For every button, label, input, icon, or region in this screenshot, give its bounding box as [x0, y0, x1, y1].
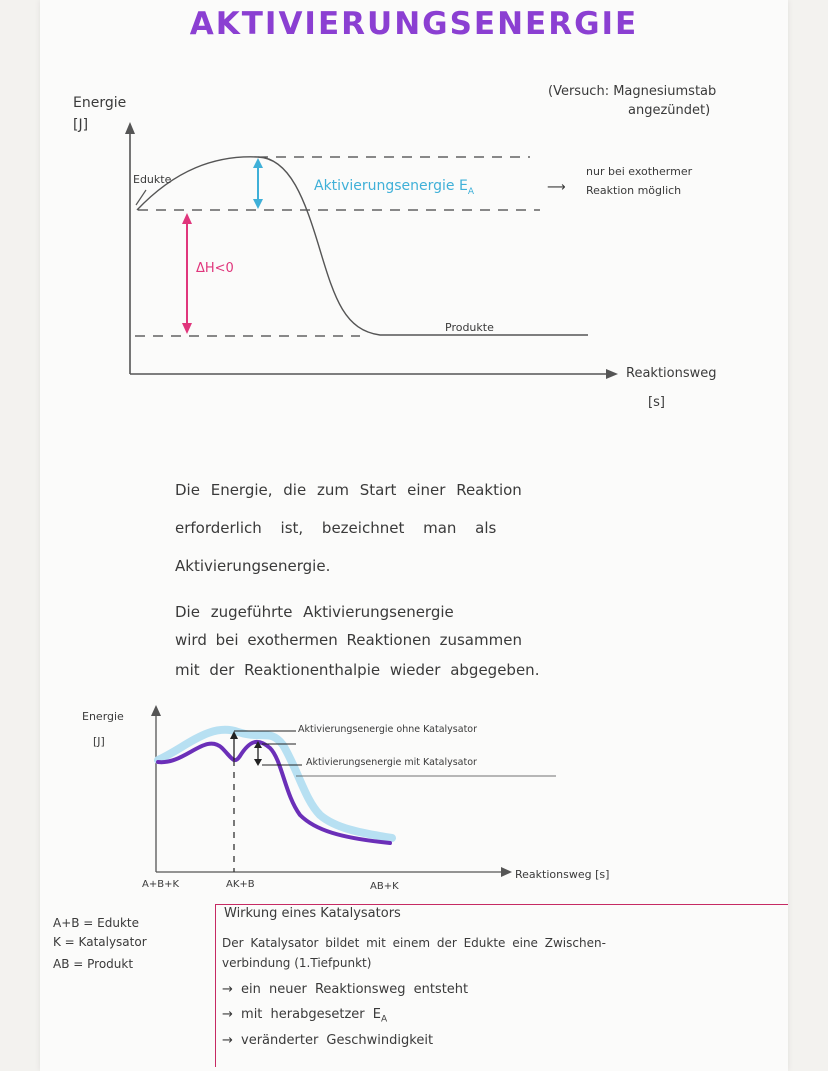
definition-line1: Die Energie, die zum Start einer Reaktio…: [175, 481, 522, 499]
y-axis-2-unit: [J]: [93, 735, 105, 748]
catalyst-info-box: [215, 904, 788, 1067]
y-axis-unit: [J]: [73, 117, 89, 133]
delta-h-arrow-head-up: [182, 213, 192, 224]
y-axis-2-arrow: [151, 705, 161, 716]
activation-energy-label: Aktivierungsenergie EA: [314, 178, 475, 197]
catalyst-bullet3: → veränderter Geschwindigkeit: [222, 1033, 434, 1048]
x-axis-2-arrow: [501, 867, 512, 877]
x-axis-2-label: Reaktionsweg [s]: [515, 868, 610, 881]
catalyst-line2: verbindung (1.Tiefpunkt): [222, 956, 372, 970]
delta-h-label: ΔH<0: [196, 261, 234, 276]
definition-line2: erforderlich ist, bezeichnet man als: [175, 519, 497, 537]
arrow-without-catalyst-head: [230, 731, 238, 739]
edukte-label: Edukte: [133, 173, 172, 186]
catalyst-bullet2: → mit herabgesetzer EA: [222, 1007, 388, 1025]
x-stage-produkt: AB+K: [370, 881, 399, 892]
x-axis-arrow: [606, 369, 618, 379]
arrow-with-catalyst-head-down: [254, 759, 262, 766]
curve-without-catalyst: [154, 725, 396, 842]
experiment-note-line1: (Versuch: Magnesiumstab: [548, 84, 717, 99]
x-stage-intermediate: AK+B: [226, 879, 255, 890]
y-axis-label: Energie: [73, 95, 127, 111]
energy-curve: [136, 156, 588, 336]
side-note-line1: nur bei exothermer: [586, 165, 693, 178]
y-axis-arrow: [125, 122, 135, 134]
legend-produkt: AB = Produkt: [53, 957, 134, 971]
page-title: AKTIVIERUNGSENERGIE: [189, 6, 639, 42]
side-note-line2: Reaktion möglich: [586, 184, 682, 197]
arrow-with-catalyst-head: [254, 741, 262, 748]
label-with-catalyst: Aktivierungsenergie mit Katalysator: [306, 757, 477, 768]
experiment-note-line2: angezündet): [628, 103, 711, 118]
delta-h-arrow-head-down: [182, 323, 192, 334]
catalyst-line1: Der Katalysator bildet mit einem der Edu…: [222, 936, 606, 950]
legend-katalysator: K = Katalysator: [53, 935, 147, 949]
release-line2: wird bei exothermen Reaktionen zusammen: [175, 631, 522, 649]
curve-with-catalyst: [156, 739, 392, 845]
side-note-arrow: ⟶: [547, 180, 566, 195]
x-axis-label: Reaktionsweg: [626, 366, 717, 381]
activation-arrow-head-down: [253, 199, 263, 209]
label-without-catalyst: Aktivierungsenergie ohne Katalysator: [298, 724, 478, 735]
y-axis-2-label: Energie: [82, 710, 124, 723]
edukte-pointer: [135, 189, 147, 206]
x-stage-edukte: A+B+K: [142, 879, 180, 890]
catalyst-bullet1: → ein neuer Reaktionsweg entsteht: [222, 982, 469, 997]
produkte-label: Produkte: [445, 321, 494, 334]
x-axis-unit: [s]: [648, 395, 665, 410]
legend-edukte: A+B = Edukte: [53, 916, 140, 930]
activation-arrow-head-up: [253, 158, 263, 168]
release-line3: mit der Reaktionenthalpie wieder abgegeb…: [175, 661, 540, 679]
definition-line3: Aktivierungsenergie.: [175, 557, 331, 575]
catalyst-heading: Wirkung eines Katalysators: [224, 906, 401, 921]
notebook-page: [40, 0, 788, 1071]
release-line1: Die zugeführte Aktivierungsenergie: [175, 603, 454, 621]
